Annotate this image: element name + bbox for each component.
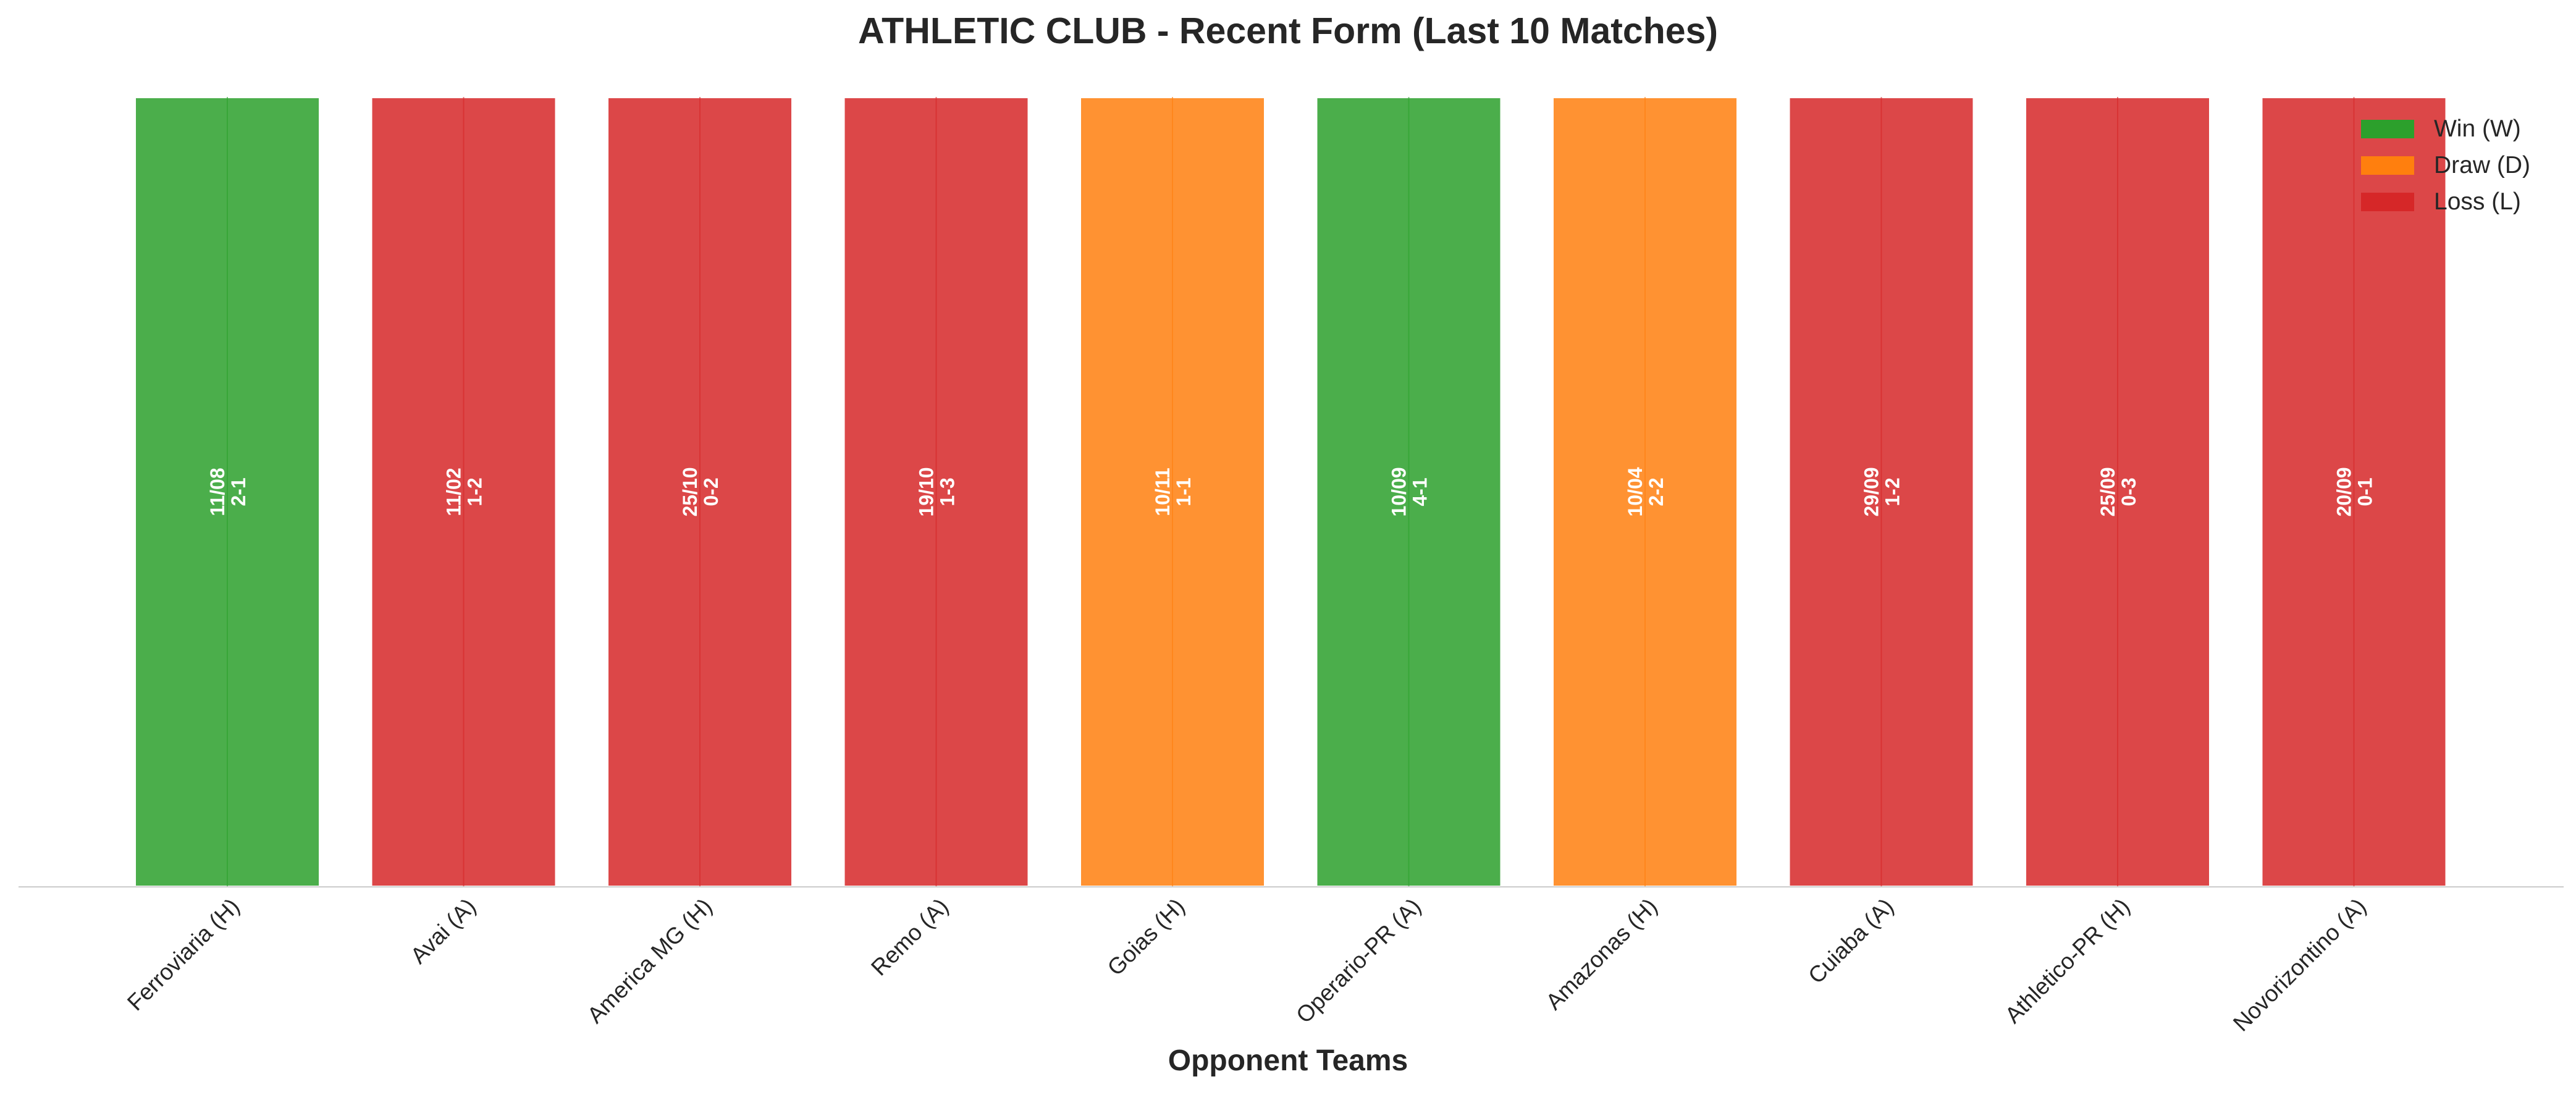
bar-label: 25/090-3 <box>2097 467 2140 516</box>
x-tick-label: Remo (A) <box>866 894 953 981</box>
bar-label-score: 1-2 <box>463 477 486 506</box>
legend-item: Loss (L) <box>2361 188 2521 215</box>
bar-label-score: 2-1 <box>227 477 250 506</box>
bar-label-date: 25/10 <box>679 467 701 516</box>
x-tick-label: Amazonas (H) <box>1541 894 1662 1015</box>
bar-label-date: 10/09 <box>1388 467 1410 516</box>
bar-label: 10/111-1 <box>1151 468 1195 516</box>
x-tick-label: America MG (H) <box>583 894 717 1028</box>
bar-group: 11/021-2 <box>369 96 558 888</box>
bar-group: 10/042-2 <box>1551 96 1739 888</box>
bar-group: 29/091-2 <box>1787 96 1976 888</box>
bar-label-score: 1-1 <box>1172 477 1195 506</box>
x-tick-label: Novorizontino (A) <box>2228 894 2371 1036</box>
bar-group: 11/082-1 <box>133 96 321 888</box>
bar-label-score: 1-2 <box>1881 477 1903 506</box>
bar-label-score: 0-1 <box>2354 477 2376 506</box>
x-tick-label: Athletico-PR (H) <box>2000 894 2135 1028</box>
bars-layer: 11/082-1 11/021-2 25/100-2 19/101-3 10/111-1… <box>133 96 2448 888</box>
bar-label-score: 4-1 <box>1408 477 1431 506</box>
x-axis-label: Opponent Teams <box>1168 1044 1408 1077</box>
legend-swatch <box>2361 193 2414 211</box>
bar-label-score: 2-2 <box>1645 477 1667 506</box>
bar-label-date: 10/04 <box>1624 467 1646 516</box>
bar-label: 25/100-2 <box>679 467 722 516</box>
bar-label: 10/094-1 <box>1388 467 1431 516</box>
x-tick-label: Avai (A) <box>406 894 481 969</box>
bar-label: 11/021-2 <box>443 468 486 516</box>
bar-label-score: 1-3 <box>936 477 958 506</box>
bar-label: 29/091-2 <box>1861 467 1904 516</box>
legend-item: Draw (D) <box>2361 152 2530 178</box>
bar-group: 19/101-3 <box>842 96 1030 888</box>
bar-label-date: 25/09 <box>2097 467 2119 516</box>
bar-group: 25/090-3 <box>2024 96 2212 888</box>
bar-label-date: 11/02 <box>443 468 465 516</box>
bar-label: 19/101-3 <box>915 467 959 516</box>
legend-item: Win (W) <box>2361 115 2521 142</box>
bar-label-score: 0-3 <box>2118 477 2140 506</box>
bar-label: 10/042-2 <box>1624 467 1667 516</box>
legend-label: Win (W) <box>2434 115 2521 142</box>
legend-swatch <box>2361 120 2414 138</box>
legend-swatch <box>2361 156 2414 175</box>
x-tick-label: Cuiaba (A) <box>1803 894 1898 989</box>
x-tick-label: Ferroviaria (H) <box>122 894 245 1016</box>
bar-group: 25/100-2 <box>606 96 794 888</box>
bar-label-date: 10/11 <box>1151 468 1174 516</box>
bar-group: 10/094-1 <box>1315 96 1503 888</box>
bar-label-date: 20/09 <box>2333 467 2355 516</box>
chart-title: ATHLETIC CLUB - Recent Form (Last 10 Mat… <box>858 10 1718 51</box>
x-tick-label: Operario-PR (A) <box>1291 894 1426 1028</box>
bar-label: 11/082-1 <box>206 468 250 516</box>
bar-label-score: 0-2 <box>700 477 722 506</box>
bar-label-date: 11/08 <box>206 468 229 516</box>
bar-label: 20/090-1 <box>2333 467 2376 516</box>
x-tick-label: Goias (H) <box>1103 894 1190 981</box>
bar-group: 10/111-1 <box>1079 96 1266 888</box>
bar-label-date: 19/10 <box>915 467 938 516</box>
legend: Win (W) Draw (D) Loss (L) <box>2361 115 2530 215</box>
bar-group: 20/090-1 <box>2260 96 2448 888</box>
legend-label: Loss (L) <box>2434 188 2521 215</box>
bar-label-date: 29/09 <box>1861 467 1883 516</box>
legend-label: Draw (D) <box>2434 152 2530 178</box>
x-tick-labels: Ferroviaria (H) Avai (A) America MG (H) Rem… <box>122 894 2371 1036</box>
